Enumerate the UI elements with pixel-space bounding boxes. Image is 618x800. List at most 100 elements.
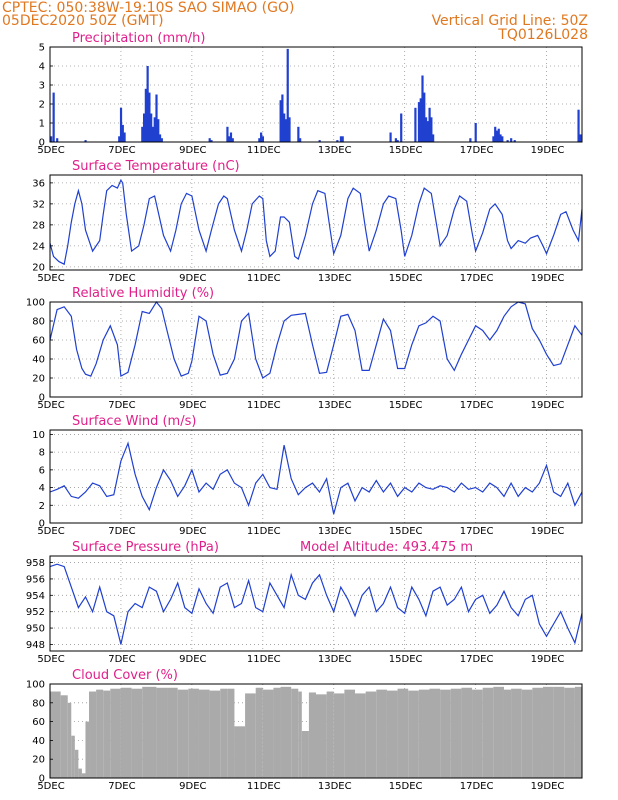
cloud-cover-bar — [110, 688, 121, 778]
cloud-cover-bar — [542, 686, 554, 778]
x-tick-label: 7DEC — [108, 400, 135, 411]
precip-bar — [495, 130, 499, 142]
y-tick-label: 28 — [32, 220, 45, 231]
x-tick-label: 5DEC — [37, 781, 64, 792]
precip-bar — [144, 88, 147, 142]
cloud-cover-bar — [376, 689, 387, 778]
precip-bar — [400, 113, 403, 142]
cloud-cover-bar — [220, 688, 228, 778]
x-tick-label: 9DEC — [179, 400, 206, 411]
cloud-cover-bar — [521, 689, 533, 778]
precip-bar — [151, 126, 155, 142]
cloud-cover-bar — [461, 687, 473, 778]
x-tick-label: 7DEC — [108, 654, 135, 665]
precip-bar — [158, 134, 162, 142]
humidity-line — [49, 300, 583, 379]
y-tick-label: 0 — [39, 138, 45, 149]
x-tick-label: 11DEC — [247, 781, 281, 792]
precip-bar — [424, 117, 428, 142]
precip-bar — [142, 113, 146, 142]
x-tick-label: 5DEC — [37, 400, 64, 411]
precip-bar — [506, 140, 509, 142]
x-tick-label: 17DEC — [460, 400, 494, 411]
x-tick-label: 5DEC — [37, 526, 64, 537]
pressure-title: Surface Pressure (hPa) — [72, 540, 219, 555]
cloud-cover-bar — [255, 687, 263, 778]
cloud-cover-bar — [308, 692, 316, 778]
y-tick-label: 20 — [32, 262, 45, 273]
x-tick-label: 17DEC — [460, 654, 494, 665]
cloud-cover-bar — [344, 689, 356, 778]
precip-bar — [208, 138, 211, 142]
precip-bar — [492, 136, 495, 142]
x-tick-label: 11DEC — [247, 654, 281, 665]
cloud-cover-bar — [78, 768, 82, 778]
precip-bar — [286, 48, 289, 142]
x-tick-label: 15DEC — [389, 400, 423, 411]
precip-bar — [336, 140, 339, 142]
precip-bar — [123, 132, 126, 142]
y-tick-label: 36 — [32, 178, 45, 189]
cloud-cover-bar — [227, 688, 235, 778]
precip-bar — [148, 92, 151, 142]
cloud-cover-bar — [96, 689, 104, 778]
precip-bar — [228, 136, 231, 142]
cloud-cover-bar — [234, 726, 246, 778]
panel-frame — [49, 429, 583, 524]
y-tick-label: 4 — [39, 62, 45, 73]
x-tick-label: 15DEC — [389, 526, 423, 537]
y-tick-label: 80 — [32, 698, 45, 709]
precip-title: Precipitation (mm/h) — [72, 31, 205, 46]
precip-bar — [341, 136, 344, 142]
cloud-cover-bar — [333, 693, 345, 778]
x-tick-label: 5DEC — [37, 654, 64, 665]
y-tick-label: 60 — [32, 717, 45, 728]
precip-bar — [50, 136, 53, 142]
precip-bar — [299, 138, 302, 142]
y-tick-label: 60 — [32, 336, 45, 347]
header-date: 05DEC2020 50Z (GMT) — [2, 13, 164, 29]
cloud-cover-bar — [50, 691, 61, 778]
cloud-cover-bar — [564, 687, 575, 778]
precip-bar — [428, 107, 431, 142]
precip-bar — [394, 138, 397, 142]
header-grid-note: Vertical Grid Line: 50Z — [431, 13, 588, 29]
cloud-cover-bar — [482, 687, 494, 778]
y-tick-label: 32 — [32, 199, 45, 210]
precip-bar — [283, 113, 286, 142]
precip-bar — [417, 102, 421, 142]
precip-bar — [261, 136, 264, 142]
temperature-line — [49, 178, 583, 266]
y-tick-label: 80 — [32, 317, 45, 328]
x-tick-label: 13DEC — [318, 273, 352, 284]
x-tick-label: 19DEC — [531, 145, 565, 156]
cloud-cover-bar — [74, 749, 79, 778]
y-tick-label: 24 — [32, 241, 45, 252]
panel-temperature: 20 24 28 32 36 5DEC 7DEC 9DEC 11DEC 13DEC 15DEC 17D… — [32, 159, 583, 284]
cloud-cover-bar — [532, 687, 543, 778]
precip-bar — [288, 117, 291, 142]
cloud-cover-bar — [429, 688, 441, 778]
panel-wind: 0 2 4 6 8 10 5DEC 7DEC 9DEC 11DEC 13DEC 15DEC 17DEC 1… — [32, 414, 583, 537]
header-location: CPTEC: 050:38W-19:10S SAO SIMAO (GO) — [2, 0, 295, 16]
x-tick-label: 15DEC — [389, 654, 423, 665]
cloud-title: Cloud Cover (%) — [72, 668, 178, 683]
precip-bar — [501, 136, 504, 142]
y-tick-label: 0 — [39, 519, 45, 530]
y-tick-label: 100 — [26, 298, 45, 309]
x-tick-label: 17DEC — [460, 781, 494, 792]
y-tick-label: 8 — [39, 448, 45, 459]
cloud-cover-bar — [103, 690, 111, 778]
x-tick-label: 9DEC — [179, 781, 206, 792]
precip-bar — [121, 124, 124, 142]
precip-bar — [281, 94, 284, 142]
cloud-cover-bar — [493, 686, 504, 778]
cloud-cover-bar — [209, 690, 221, 778]
panel-pressure: 948 950 952 954 956 958 5DEC 7DEC 9DEC 11DEC 13DEC… — [26, 540, 583, 665]
wind-line — [49, 441, 583, 515]
x-tick-label: 5DEC — [37, 145, 64, 156]
cloud-cover-bar — [71, 735, 75, 778]
precip-bar — [231, 138, 234, 142]
precip-bar — [426, 121, 429, 142]
panel-cloud: 0 20 40 60 80 100 5DEC 7DEC 9DEC 11DEC 13DEC 15DEC 1… — [26, 668, 583, 792]
